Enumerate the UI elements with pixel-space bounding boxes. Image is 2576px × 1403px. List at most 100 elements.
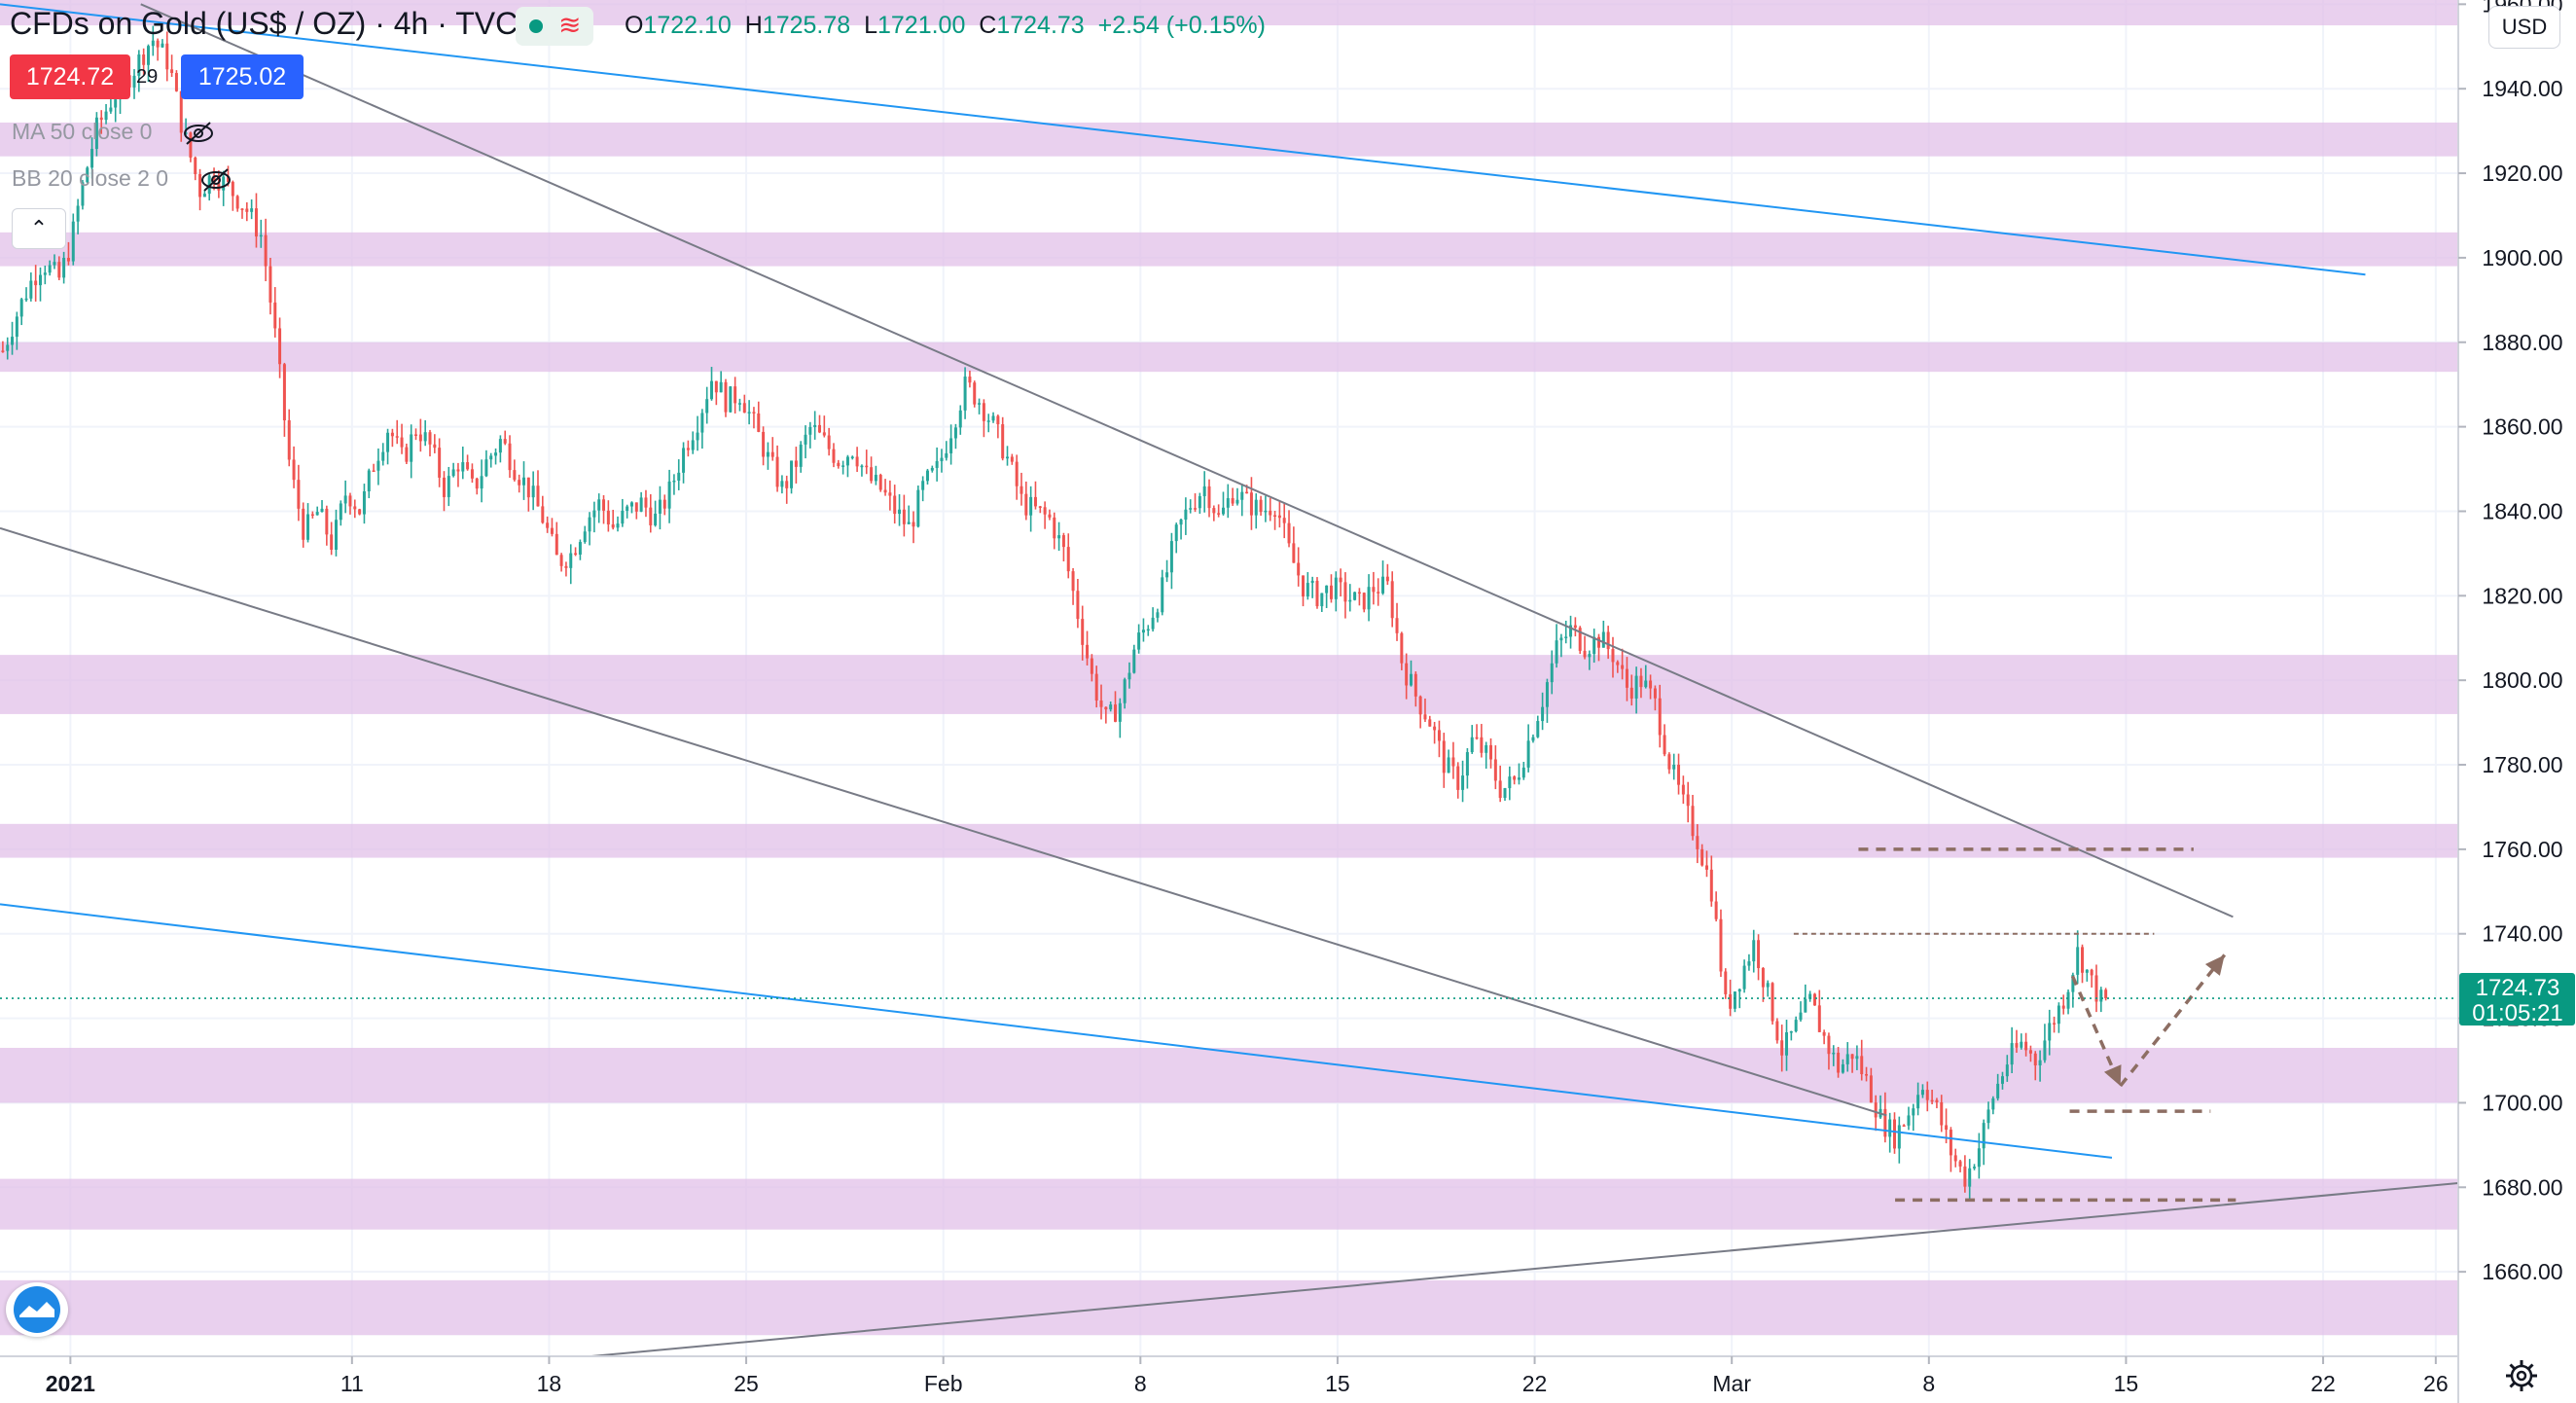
candle-body xyxy=(273,302,277,329)
candle-body xyxy=(1165,572,1169,578)
candle-body xyxy=(2094,975,2098,1002)
candle-body xyxy=(1141,630,1145,633)
candle-body xyxy=(982,403,985,421)
candle-body xyxy=(508,443,512,471)
candle-body xyxy=(813,424,817,427)
price-tick-label: 1740.00 xyxy=(2482,921,2562,947)
candle-body xyxy=(700,413,704,433)
candle-body xyxy=(297,480,301,509)
sell-price-button[interactable]: 1724.72 xyxy=(10,54,130,99)
candle-body xyxy=(1991,1097,1995,1110)
candle-body xyxy=(1588,654,1592,658)
time-axis[interactable]: 2021 11 18 25 Feb 8 15 22 Mar 8 15 22 26 xyxy=(46,1356,2449,1396)
candle-body xyxy=(912,522,915,527)
candle-body xyxy=(202,194,206,198)
candle-body xyxy=(729,386,733,413)
time-tick-label: Mar xyxy=(1712,1371,1751,1396)
candle-body xyxy=(588,517,591,532)
time-tick-label: 18 xyxy=(537,1371,562,1396)
candle-body xyxy=(644,497,648,508)
candle-body xyxy=(616,523,620,528)
candle-body xyxy=(1372,587,1376,593)
candle-body xyxy=(592,510,596,518)
bb-indicator-label[interactable]: BB 20 close 2 0 xyxy=(12,165,169,191)
candle-body xyxy=(583,531,587,543)
candle-body xyxy=(498,439,502,453)
candle-body xyxy=(2099,989,2103,1002)
candle-body xyxy=(466,462,470,470)
eye-off-icon[interactable] xyxy=(198,167,233,193)
candle-body xyxy=(799,444,803,467)
candle-body xyxy=(1611,649,1615,663)
candle-body xyxy=(1231,498,1234,504)
candle-body xyxy=(315,512,319,516)
price-axis[interactable]: 1660.001680.001700.001720.001740.001760.… xyxy=(2458,0,2563,1284)
candle-body xyxy=(94,117,98,150)
candle-body xyxy=(343,495,347,504)
candle-body xyxy=(1564,636,1568,638)
candle-body xyxy=(629,502,633,507)
candle-body xyxy=(1132,649,1136,673)
candle-body xyxy=(654,513,658,525)
candle-body xyxy=(808,426,812,435)
candle-body xyxy=(1869,1075,1873,1103)
candle-body xyxy=(414,434,418,436)
candle-body xyxy=(1385,576,1389,582)
candle-body xyxy=(1306,583,1309,597)
candle-body xyxy=(2048,1023,2052,1041)
candle-body xyxy=(1405,663,1409,686)
projection-path xyxy=(2070,953,2227,1088)
candle-body xyxy=(1024,493,1028,516)
candle-body xyxy=(1785,1032,1789,1056)
time-tick-label: 8 xyxy=(1922,1371,1935,1396)
currency-badge[interactable]: USD xyxy=(2488,6,2560,49)
candle-body xyxy=(1461,775,1465,790)
candle-body xyxy=(390,432,394,437)
candle-body xyxy=(1146,629,1150,631)
candle-body xyxy=(2053,1023,2057,1025)
ma-indicator-label[interactable]: MA 50 close 0 xyxy=(12,119,153,144)
candle-body xyxy=(1766,983,1770,988)
candle-body xyxy=(475,478,479,489)
candle-body xyxy=(1240,491,1244,500)
candle-body xyxy=(1033,496,1037,507)
candle-body xyxy=(395,436,399,438)
tradingview-logo-icon[interactable] xyxy=(6,1282,68,1337)
candle-body xyxy=(194,157,197,174)
candle-body xyxy=(227,176,231,182)
candle-body xyxy=(165,43,169,70)
candle-body xyxy=(1837,1052,1841,1073)
candle-body xyxy=(1123,679,1127,703)
candle-body xyxy=(1935,1099,1939,1102)
candle-body xyxy=(189,132,193,158)
gear-icon[interactable] xyxy=(2504,1358,2539,1393)
wave-icon: ≋ xyxy=(558,10,582,40)
eye-off-icon[interactable] xyxy=(181,121,216,146)
candle-body xyxy=(1804,998,1807,1013)
candle-body xyxy=(860,465,864,468)
candle-body xyxy=(1733,991,1736,1009)
candle-body xyxy=(1400,632,1404,664)
market-status-pill[interactable]: ≋ xyxy=(516,7,593,46)
candle-body xyxy=(827,435,831,450)
candle-body xyxy=(1517,777,1521,780)
candle-body xyxy=(1480,737,1484,753)
buy-price-button[interactable]: 1725.02 xyxy=(181,54,304,99)
candle-body xyxy=(1029,496,1033,516)
candle-body xyxy=(752,412,756,414)
candle-body xyxy=(626,506,629,511)
candle-body xyxy=(410,434,413,462)
candle-body xyxy=(207,175,211,195)
candle-body xyxy=(902,509,906,524)
symbol-title[interactable]: CFDs on Gold (US$ / OZ) · 4h · TVC xyxy=(10,6,519,41)
candle-body xyxy=(1649,680,1653,689)
candle-body xyxy=(907,522,911,524)
blue-trendline xyxy=(0,3,2366,276)
candle-body xyxy=(212,175,216,184)
candle-body xyxy=(1390,581,1394,619)
candle-body xyxy=(597,499,601,511)
collapse-legend-button[interactable]: ⌃ xyxy=(12,208,66,249)
candle-body xyxy=(870,467,874,482)
candle-body xyxy=(888,492,892,496)
